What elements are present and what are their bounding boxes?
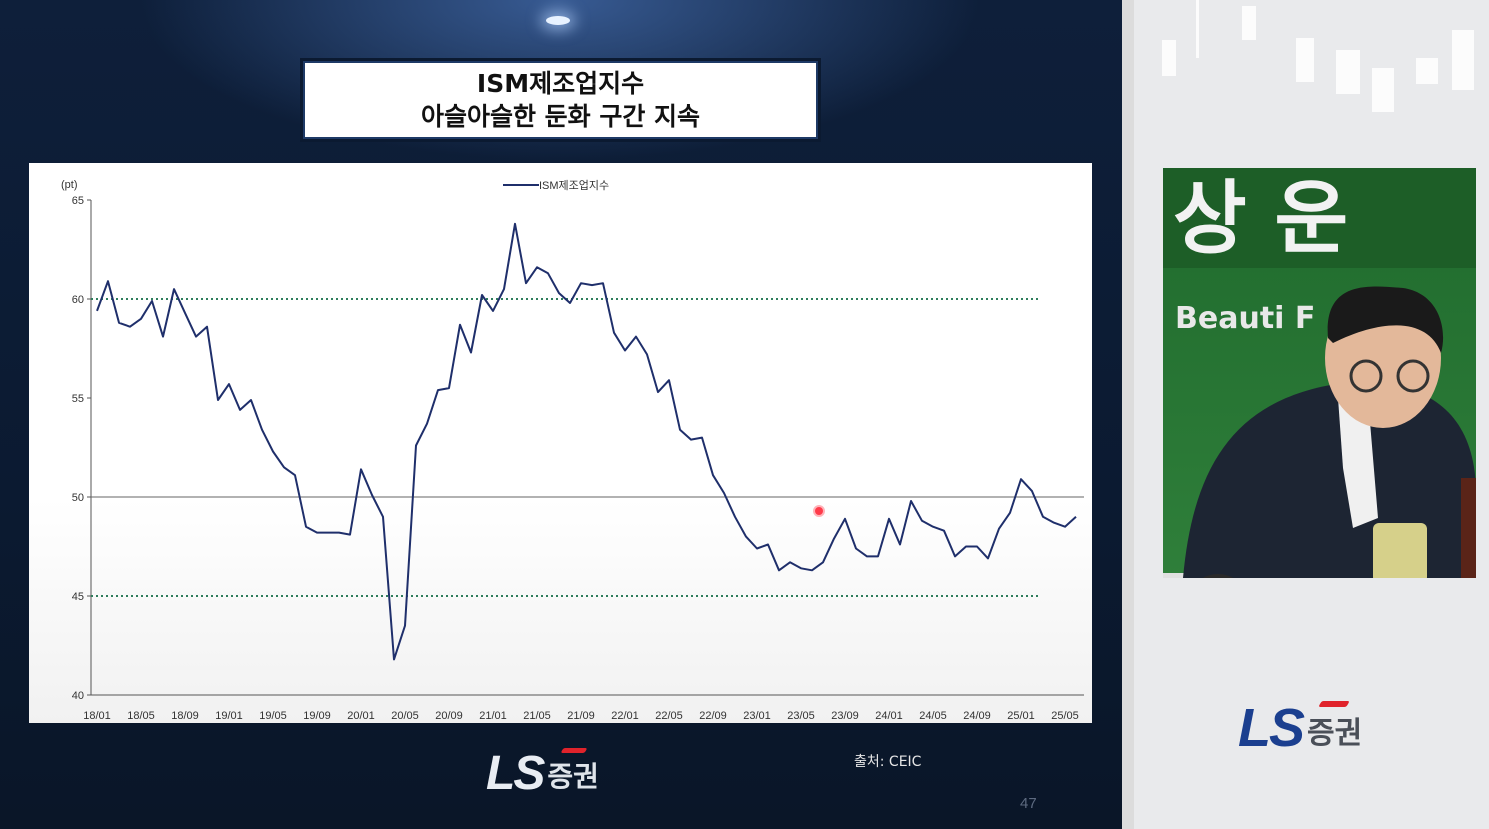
presentation-slide: ISM제조업지수 아슬아슬한 둔화 구간 지속 40 45 50 55 60 65 (pt)… [0, 0, 1122, 829]
decor-wick [1196, 0, 1199, 58]
x-tick-label: 19/01 [215, 710, 243, 722]
stage-spotlight [546, 16, 570, 25]
chart-panel: 40 45 50 55 60 65 (pt) 18/01 18/05 18/09 19/01 19/0… [29, 163, 1092, 723]
presenter-video: 상 운 Beauti F [1163, 168, 1476, 578]
decor-candle [1372, 68, 1394, 112]
presenter-video-scene: 상 운 Beauti F [1163, 168, 1476, 578]
logo-swoosh-icon [560, 748, 588, 753]
x-tick-label: 22/01 [611, 710, 639, 722]
logo-ls-text: LS [1238, 698, 1305, 758]
logo-ls-text: LS [486, 747, 545, 800]
decor-candle [1336, 50, 1360, 94]
source-note: 출처: CEIC [854, 754, 922, 770]
x-tick-label: 19/09 [303, 710, 331, 722]
logo-kr-text: 증권 [1307, 716, 1363, 751]
x-tick-label: 23/05 [787, 710, 815, 722]
decor-candle [1162, 40, 1176, 76]
laser-pointer-dot [813, 505, 825, 517]
ls-securities-logo-right: LS 증권 [1238, 697, 1362, 759]
logo-kr-text: 증권 [547, 760, 599, 793]
ism-line-chart: 40 45 50 55 60 65 (pt) 18/01 18/05 18/09 19/01 19/0… [61, 179, 1084, 722]
x-tick-label: 23/09 [831, 710, 859, 722]
decor-candle [1242, 6, 1256, 40]
y-tick-label: 60 [72, 294, 84, 306]
x-tick-label: 22/05 [655, 710, 683, 722]
x-tick-label: 20/01 [347, 710, 375, 722]
x-tick-label: 18/05 [127, 710, 155, 722]
decor-candle [1416, 58, 1438, 84]
panel-divider [1122, 0, 1134, 829]
decor-candle [1452, 30, 1474, 90]
y-tick-label: 65 [72, 195, 84, 207]
slide-title-box: ISM제조업지수 아슬아슬한 둔화 구간 지속 [303, 61, 818, 139]
x-tick-label: 20/09 [435, 710, 463, 722]
y-tick-label: 40 [72, 690, 84, 702]
x-tick-label: 18/01 [83, 710, 111, 722]
y-tick-label: 55 [72, 393, 84, 405]
x-tick-label: 23/01 [743, 710, 771, 722]
video-background-text: Beauti F [1175, 301, 1315, 336]
series-line-ism [96, 222, 1077, 661]
y-tick-label: 45 [72, 591, 84, 603]
slide-title-line2: 아슬아슬한 둔화 구간 지속 [420, 102, 701, 131]
legend-label: ISM제조업지수 [539, 179, 609, 192]
x-tick-label: 18/09 [171, 710, 199, 722]
x-tick-label: 24/05 [919, 710, 947, 722]
x-tick-label: 25/05 [1051, 710, 1079, 722]
x-tick-label: 24/09 [963, 710, 991, 722]
x-tick-label: 19/05 [259, 710, 287, 722]
x-tick-label: 20/05 [391, 710, 419, 722]
y-tick-label: 50 [72, 492, 84, 504]
y-unit-label: (pt) [61, 179, 78, 191]
page-number: 47 [1020, 795, 1037, 812]
x-tick-label: 22/09 [699, 710, 727, 722]
x-tick-label: 21/01 [479, 710, 507, 722]
decor-candle [1296, 38, 1314, 82]
svg-text:상 운: 상 운 [1173, 172, 1348, 265]
x-tick-label: 24/01 [875, 710, 903, 722]
x-tick-label: 21/09 [567, 710, 595, 722]
x-tick-label: 25/01 [1007, 710, 1035, 722]
slide-title-line1: ISM제조업지수 [476, 69, 645, 98]
ls-securities-logo: LS 증권 [486, 746, 599, 801]
x-tick-label: 21/05 [523, 710, 551, 722]
logo-swoosh-icon [1318, 701, 1350, 707]
